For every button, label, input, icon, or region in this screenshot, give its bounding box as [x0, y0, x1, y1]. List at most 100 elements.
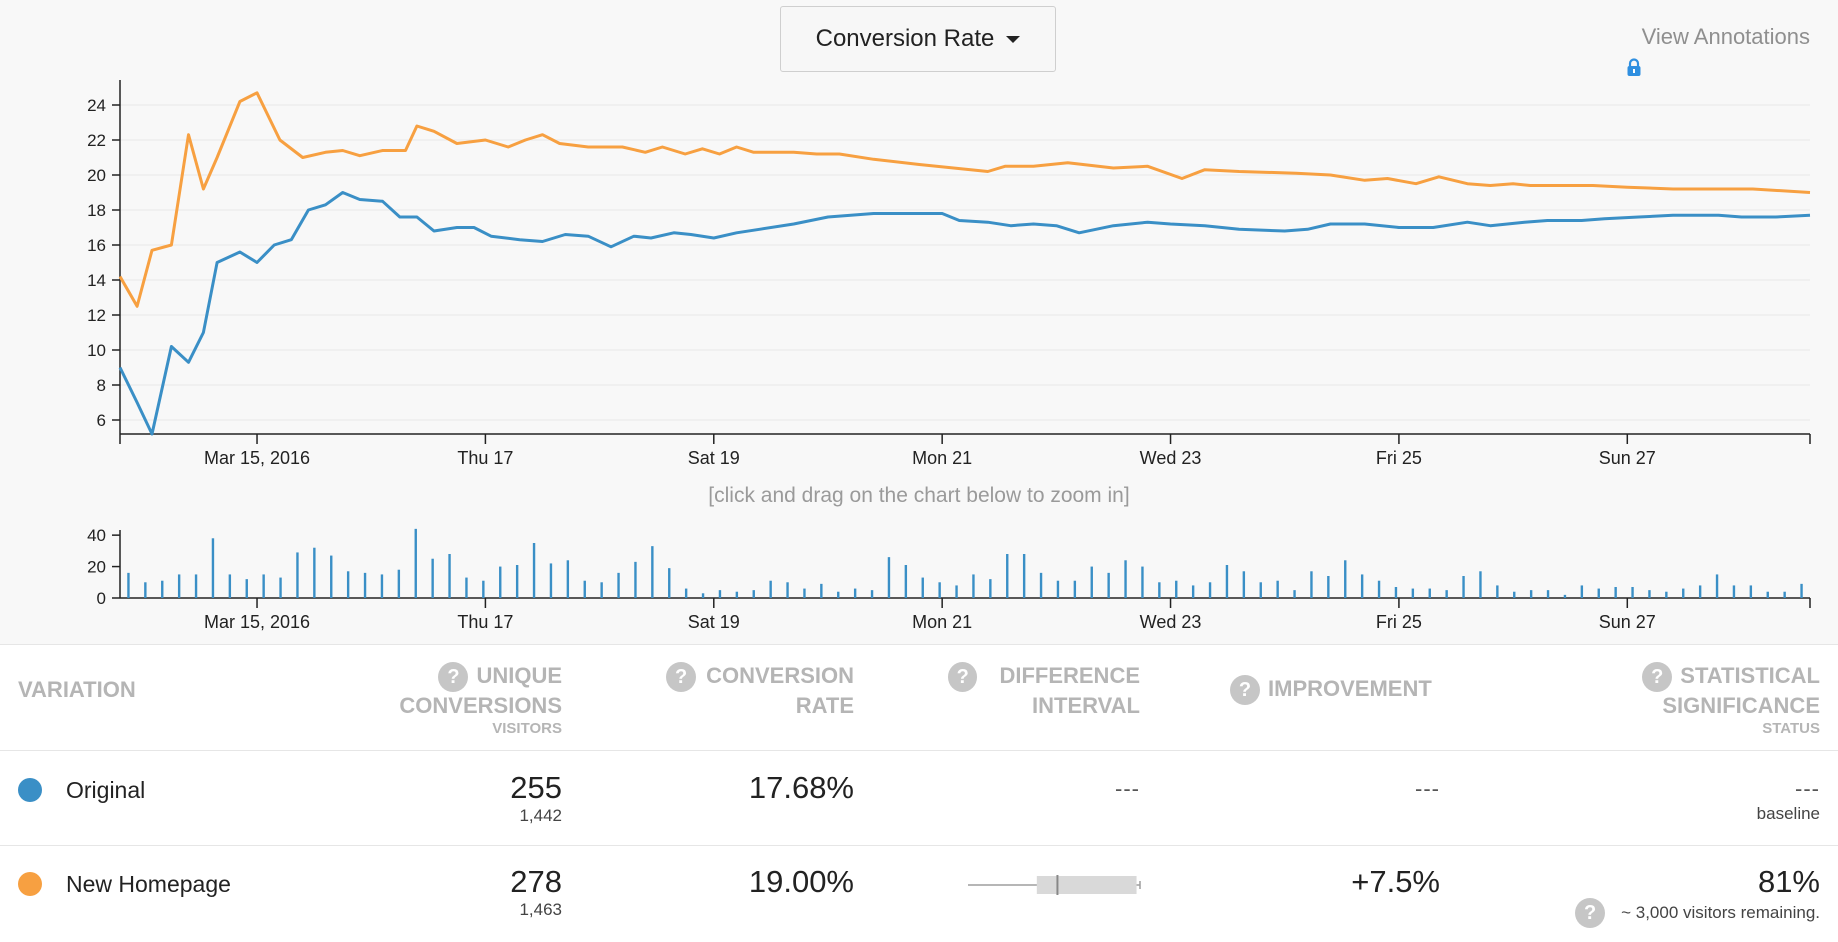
visitors-value: 1,442	[519, 806, 562, 825]
bar	[668, 568, 671, 598]
significance-value: ---	[1795, 776, 1820, 801]
main-line-chart[interactable]: 6 8 10 12 14 16 18 20 22 24 Mar 15, 2016 Thu 17 Sat …	[0, 78, 1838, 482]
header-conversion-rate: ? CONVERSION RATE	[656, 662, 854, 752]
bar	[1411, 588, 1415, 598]
y-tick-label: 10	[87, 341, 106, 360]
overview-bar-chart[interactable]: 0 20 40 Mar 15, 2016 Thu 17 Sat 19 Mon 21 Wed 2…	[0, 520, 1838, 644]
metric-dropdown-label: Conversion Rate	[815, 25, 995, 52]
bar	[262, 574, 265, 598]
bar	[1732, 585, 1736, 598]
bar	[1462, 576, 1465, 598]
bar	[177, 574, 181, 598]
header-conversion-line2: RATE	[795, 693, 854, 718]
header-conversion-line1: CONVERSION	[706, 663, 854, 688]
bar	[955, 585, 958, 598]
significance-value: 81%	[1757, 864, 1820, 899]
bar	[1766, 591, 1769, 598]
bar	[1310, 571, 1313, 598]
y-tick-label: 20	[87, 166, 106, 185]
bar	[1158, 582, 1161, 598]
bar	[1715, 574, 1719, 598]
series-line-original	[118, 191, 1811, 436]
bar	[1225, 565, 1229, 598]
bar	[1344, 560, 1347, 598]
header-unique-conversions: ? UNIQUE CONVERSIONS VISITORS	[396, 662, 562, 752]
bar	[549, 563, 553, 598]
bar	[1377, 580, 1381, 598]
x-tick-label: Sat 19	[688, 448, 740, 468]
bar	[1191, 585, 1195, 598]
bar	[1022, 554, 1026, 598]
divider	[0, 750, 1838, 751]
view-annotations-link[interactable]: View Annotations	[1641, 24, 1810, 49]
bar	[701, 593, 705, 598]
x-tick-label: Mon 21	[912, 612, 972, 632]
bar	[1327, 576, 1330, 598]
bar	[1546, 590, 1550, 598]
difference-interval-bar[interactable]	[966, 870, 1142, 900]
bar	[837, 591, 840, 598]
bar	[566, 560, 570, 598]
header-difference-interval: ? DIFFERENCE INTERVAL	[948, 662, 1140, 752]
y-tick-label: 16	[87, 236, 106, 255]
bar	[1479, 571, 1482, 598]
significance-cell: --- baseline	[1600, 776, 1820, 824]
lock-icon[interactable]	[1624, 58, 1644, 78]
bar	[1006, 554, 1009, 598]
help-icon[interactable]: ?	[1230, 675, 1260, 705]
bar	[245, 579, 248, 598]
help-icon[interactable]: ?	[1575, 898, 1606, 928]
y-tick-label: 12	[87, 306, 106, 325]
bar	[1513, 591, 1516, 598]
bar	[228, 574, 232, 598]
x-tick-label: Fri 25	[1376, 612, 1422, 632]
help-icon[interactable]: ?	[438, 662, 469, 692]
bar	[1056, 580, 1060, 598]
improvement-value: ---	[1415, 776, 1440, 801]
difference-interval-value: ---	[1115, 776, 1140, 801]
bar	[1580, 585, 1584, 598]
bar	[1259, 582, 1262, 598]
y-tick-label: 24	[87, 96, 106, 115]
bar	[1698, 585, 1702, 598]
bar	[1682, 588, 1685, 598]
conversion-rate-value: 19.00%	[748, 864, 854, 899]
y-tick-label: 8	[97, 376, 106, 395]
x-tick-label: Sun 27	[1599, 448, 1656, 468]
x-tick-label: Thu 17	[457, 612, 513, 632]
improvement-value: +7.5%	[1351, 864, 1440, 899]
bar	[194, 574, 198, 598]
bar	[1445, 590, 1448, 598]
conversions-value: 278	[510, 864, 562, 899]
help-icon[interactable]: ?	[948, 662, 978, 692]
bar	[1783, 591, 1786, 598]
help-icon[interactable]: ?	[666, 662, 697, 692]
bar	[296, 552, 299, 598]
y-tick-label: 6	[97, 411, 106, 430]
bar	[853, 588, 857, 598]
y-tick-label: 18	[87, 201, 106, 220]
divider	[0, 845, 1838, 846]
x-tick-label: Wed 23	[1140, 448, 1202, 468]
x-tick-label: Sun 27	[1599, 612, 1656, 632]
bar	[938, 582, 941, 598]
series-line-new-homepage	[118, 91, 1811, 308]
bar	[397, 569, 401, 598]
bar	[803, 588, 806, 598]
bar	[1614, 587, 1617, 598]
bar	[820, 583, 823, 598]
bar	[600, 582, 603, 598]
header-statistical-significance: ? STATISTICAL SIGNIFICANCE STATUS	[1600, 662, 1820, 752]
header-difference-line2: INTERVAL	[1032, 693, 1140, 718]
help-icon[interactable]: ?	[1642, 662, 1673, 692]
bar	[1293, 590, 1296, 598]
zoom-hint: [click and drag on the chart below to zo…	[708, 484, 1130, 507]
bar	[1073, 580, 1077, 598]
metric-dropdown[interactable]: Conversion Rate	[780, 6, 1056, 72]
bar	[1496, 585, 1499, 598]
bar	[1360, 574, 1364, 598]
x-tick-label: Sat 19	[688, 612, 740, 632]
bar	[1124, 560, 1127, 598]
y-tick-label: 0	[97, 589, 106, 608]
bar	[1800, 583, 1803, 598]
